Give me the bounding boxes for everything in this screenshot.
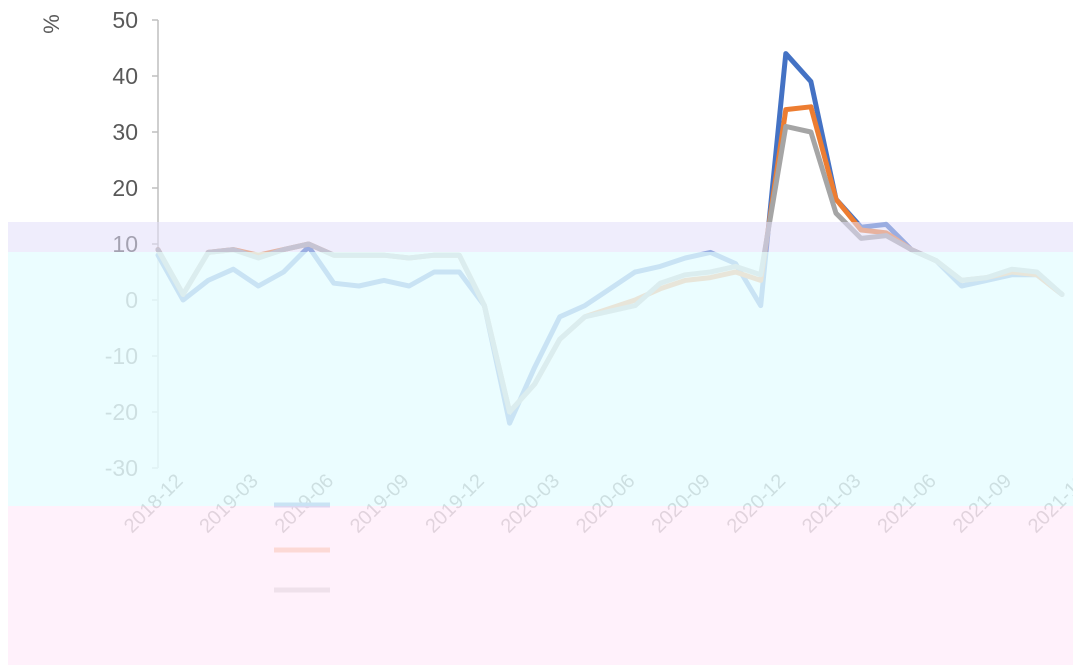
x-tick-label: 2021-03	[798, 470, 865, 537]
x-tick-label: 2021-12	[1024, 470, 1073, 537]
y-tick-label: -20	[105, 399, 138, 425]
series-lines	[155, 51, 1065, 426]
y-tick-label: 30	[112, 119, 138, 145]
y-tick-label: -10	[105, 343, 138, 369]
series-line-1	[155, 51, 1065, 426]
y-tick-label: 40	[112, 63, 138, 89]
y-tick-label: 20	[112, 175, 138, 201]
series-line-3	[155, 123, 1065, 415]
y-tick-label: 10	[112, 231, 138, 257]
x-tick-label: 2019-03	[195, 470, 262, 537]
y-unit-label: %	[39, 14, 64, 34]
y-tick-label: 0	[125, 287, 138, 313]
x-tick-label: 2020-03	[497, 470, 564, 537]
x-tick-label: 2020-12	[723, 470, 790, 537]
x-axis: 2018-12 2019-03 2019-06 2019-09 2019-12 2020-…	[120, 470, 1073, 537]
y-tick-label: -30	[105, 455, 138, 481]
x-tick-label: 2020-06	[572, 470, 639, 537]
x-tick-label: 2019-09	[346, 470, 413, 537]
y-tick-label: 50	[112, 7, 138, 33]
x-tick-label: 2019-12	[421, 470, 488, 537]
x-tick-label: 2021-09	[949, 470, 1016, 537]
x-tick-label: 2020-09	[647, 470, 714, 537]
y-axis: % 50 40 30 20 10 0 -10 -20 -30	[39, 7, 159, 481]
x-tick-label: 2021-06	[873, 470, 940, 537]
